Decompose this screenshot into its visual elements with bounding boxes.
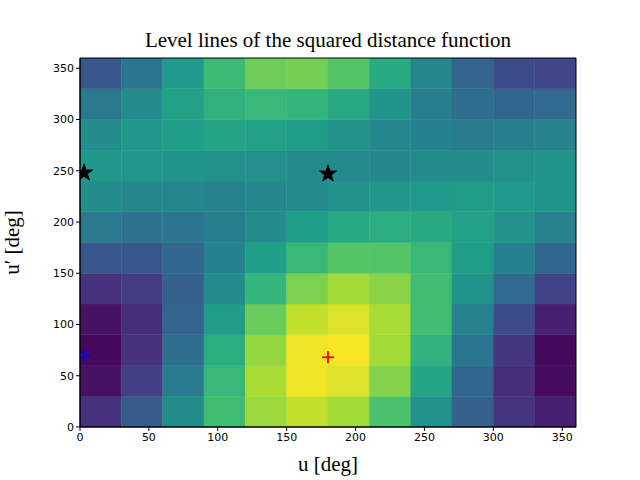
svg-text:300: 300 (53, 113, 74, 126)
html-text:Level lines of the squared dis: Level lines of the squared distance func… (144, 28, 512, 52)
svg-text:300: 300 (483, 431, 504, 444)
svg-text:50: 50 (142, 431, 156, 444)
svg-text:150: 150 (53, 267, 74, 280)
svg-text:350: 350 (552, 431, 573, 444)
svg-text:350: 350 (53, 62, 74, 75)
svg-text:100: 100 (207, 431, 228, 444)
svg-text:200: 200 (53, 216, 74, 229)
svg-text:100: 100 (53, 318, 74, 331)
svg-text:0: 0 (77, 431, 84, 444)
svg-text:200: 200 (345, 431, 366, 444)
svg-text:250: 250 (414, 431, 435, 444)
svg-text:50: 50 (60, 370, 74, 383)
svg-text:0: 0 (67, 421, 74, 434)
svg-text:u′ [deg]: u′ [deg] (8, 210, 24, 275)
svg-text:u [deg]: u [deg] (298, 452, 358, 476)
svg-text:150: 150 (276, 431, 297, 444)
svg-text:250: 250 (53, 165, 74, 178)
